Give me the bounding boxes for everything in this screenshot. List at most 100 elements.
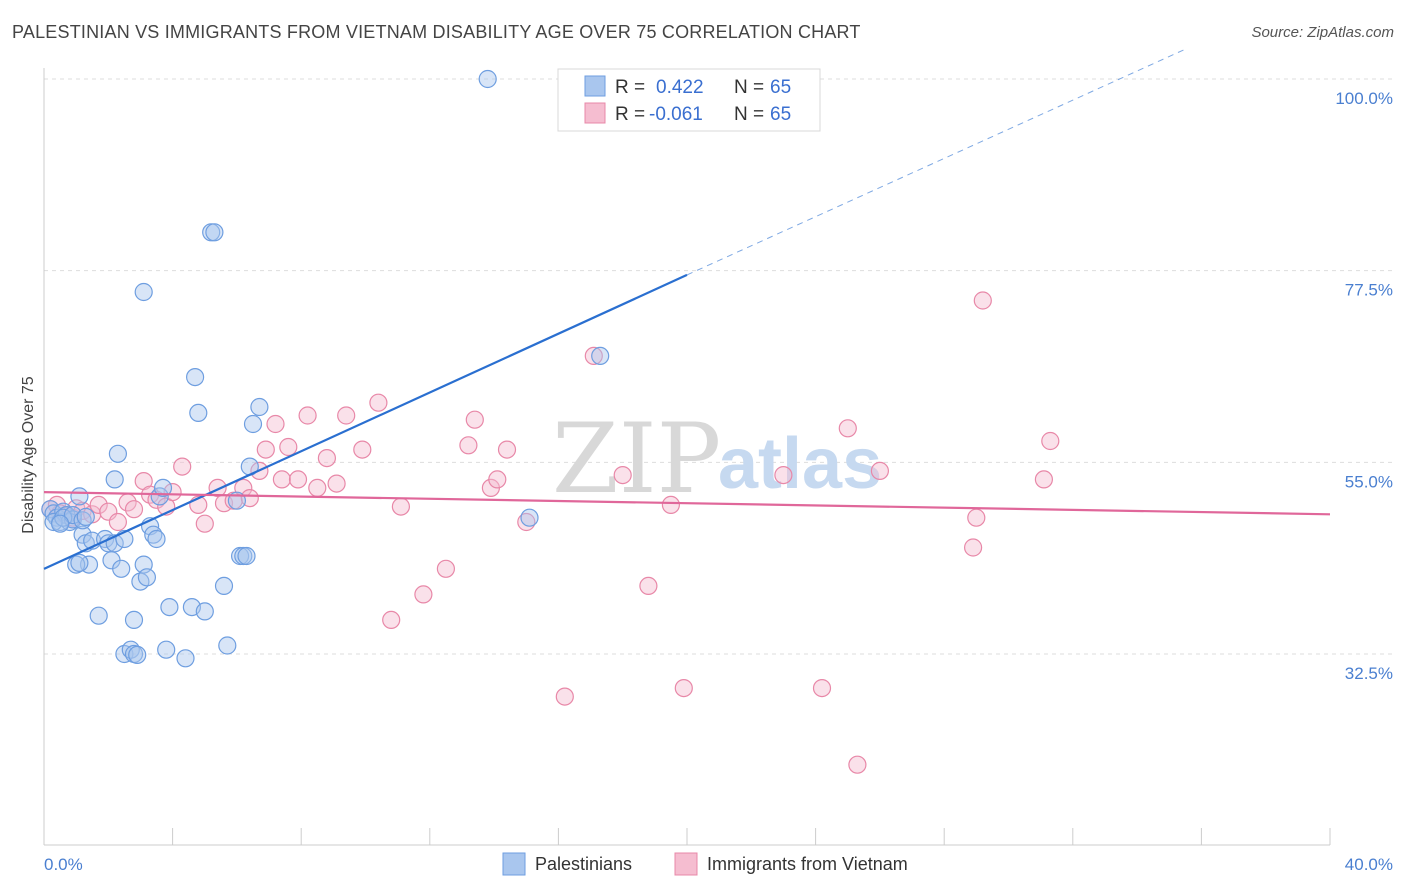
point-palestinians-54 [250,397,269,417]
legend-n-value-1: 65 [770,77,791,98]
point-vietnam-42 [436,559,455,578]
stats-legend: R = 0.422 N = 65 R = -0.061 N = 65 [557,68,821,132]
bottom-legend: Palestinians Immigrants from Vietnam [502,852,908,876]
point-vietnam-27 [256,440,275,459]
point-vietnam-53 [661,495,681,514]
trend-line-palestinians-extension [686,48,1186,276]
y-tick-label-1: 55.0% [1345,472,1393,491]
point-vietnam-51 [613,466,632,485]
point-palestinians-42 [186,368,205,387]
point-palestinians-38 [157,640,176,659]
point-vietnam-38 [369,393,388,412]
point-vietnam-60 [973,291,992,310]
point-palestinians-47 [214,576,234,596]
point-vietnam-61 [967,508,986,527]
point-palestinians-37 [134,282,153,302]
point-vietnam-40 [391,497,410,516]
legend-n-label-1: N = [734,77,764,98]
point-vietnam-33 [308,478,327,497]
point-vietnam-36 [337,406,356,425]
point-palestinians-8 [70,487,89,506]
trend-line-palestinians [43,273,688,570]
legend-swatch-blue [584,75,606,97]
legend-r-label-1: R = [615,77,645,98]
legend-swatch-pink [584,102,606,124]
point-palestinians-59 [44,512,63,532]
legend-r-value-1: 0.422 [656,77,704,98]
bottom-legend-label-palestinians: Palestinians [535,854,632,874]
point-vietnam-39 [382,610,401,630]
point-vietnam-54 [674,678,693,698]
trend-line-vietnam [43,491,1331,516]
y-tick-label-3: 100.0% [1335,89,1393,108]
point-palestinians-31 [137,568,156,587]
point-vietnam-44 [465,410,484,429]
point-vietnam-55 [774,466,793,485]
point-vietnam-59 [870,461,890,480]
point-palestinians-28 [124,610,144,630]
point-vietnam-47 [497,440,517,459]
point-vietnam-57 [838,419,857,438]
y-axis-label: Disability Age Over 75 [20,376,37,534]
point-palestinians-13 [67,555,86,574]
x-tick-label-max: 40.0% [1345,855,1393,874]
bottom-legend-label-vietnam: Immigrants from Vietnam [707,854,908,874]
point-vietnam-49 [555,687,574,706]
point-vietnam-58 [848,755,867,774]
point-vietnam-34 [317,449,336,468]
x-axis-ticks [43,828,1331,845]
point-vietnam-63 [1034,470,1054,489]
point-palestinians-20 [112,559,131,578]
point-palestinians-64 [76,507,95,527]
point-palestinians-44 [195,602,214,621]
gridlines [44,78,1393,655]
point-palestinians-57 [520,508,539,527]
x-tick-label-min: 0.0% [44,855,83,874]
legend-r-value-2: -0.061 [649,104,703,125]
point-palestinians-23 [108,444,128,463]
legend-n-label-2: N = [734,104,764,125]
y-tick-label-2: 77.5% [1345,281,1393,300]
point-palestinians-62 [73,511,92,530]
point-vietnam-35 [327,474,346,493]
point-vietnam-29 [272,470,291,489]
legend-n-value-2: 65 [770,104,791,125]
bottom-legend-swatch-palestinians [502,852,526,876]
point-vietnam-8 [89,495,108,514]
source-label: Source: ZipAtlas.com [1251,24,1394,41]
point-vietnam-46 [488,470,507,489]
point-vietnam-56 [812,678,832,698]
point-vietnam-62 [963,538,983,557]
y-axis-ticks: 32.5% 55.0% 77.5% 100.0% [1335,89,1393,683]
chart-title: PALESTINIAN VS IMMIGRANTS FROM VIETNAM D… [12,22,861,42]
point-palestinians-39 [160,597,179,617]
point-palestinians-46 [205,223,224,242]
point-vietnam-30 [279,437,298,457]
series-points [41,69,1060,774]
point-palestinians-48 [218,636,237,655]
point-palestinians-27 [128,645,147,665]
point-palestinians-63 [50,514,70,533]
point-palestinians-58 [591,346,610,365]
point-palestinians-36 [153,478,173,497]
point-vietnam-32 [298,406,317,425]
point-palestinians-52 [237,546,256,566]
point-vietnam-64 [1041,431,1060,451]
point-palestinians-56 [478,69,497,89]
watermark-zip: ZIP [552,403,721,515]
y-tick-label-0: 32.5% [1345,664,1393,683]
point-vietnam-41 [414,585,433,604]
point-vietnam-52 [639,576,658,596]
legend-r-label-2: R = [615,104,645,125]
bottom-legend-swatch-vietnam [674,852,698,876]
point-vietnam-20 [195,514,214,533]
point-palestinians-22 [105,470,124,489]
point-palestinians-15 [89,606,108,625]
watermark-atlas: atlas [718,424,882,504]
point-vietnam-50 [584,346,603,365]
point-vietnam-28 [266,414,285,434]
point-vietnam-31 [288,470,308,489]
watermark: ZIP atlas [552,403,882,515]
point-palestinians-14 [70,553,89,573]
